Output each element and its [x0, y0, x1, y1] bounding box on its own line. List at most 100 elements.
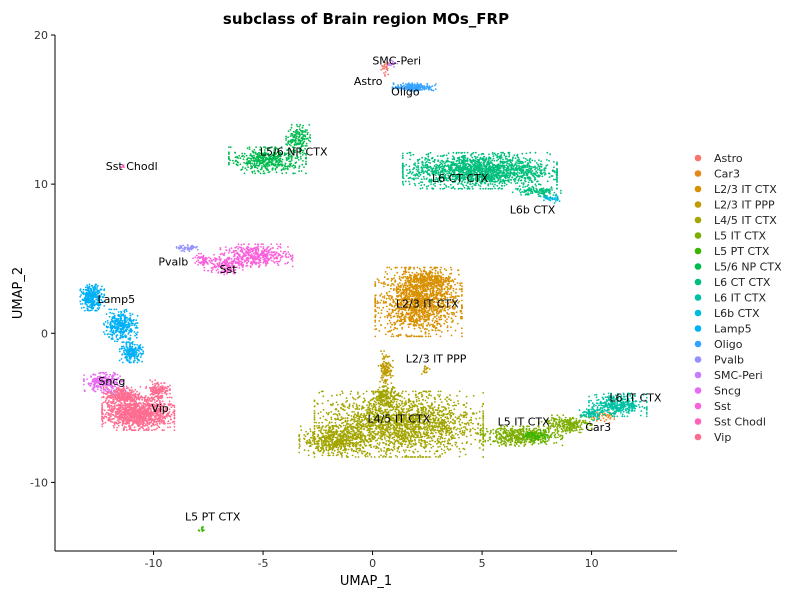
point	[358, 408, 361, 410]
point	[418, 277, 421, 280]
point	[412, 443, 415, 445]
point	[340, 435, 343, 438]
point	[383, 285, 385, 288]
point	[418, 403, 420, 405]
point	[374, 294, 377, 297]
point	[313, 410, 316, 412]
point	[459, 450, 462, 453]
point	[340, 416, 343, 418]
point	[423, 290, 425, 292]
point	[420, 436, 422, 438]
point	[311, 440, 314, 442]
point	[384, 378, 387, 381]
point	[384, 369, 387, 371]
point	[381, 370, 384, 373]
point	[381, 357, 384, 360]
point	[440, 318, 443, 321]
point	[398, 277, 401, 280]
point	[439, 268, 442, 271]
point	[459, 282, 461, 285]
point	[343, 432, 346, 435]
point	[398, 285, 400, 288]
point	[456, 322, 459, 325]
point	[373, 456, 376, 458]
point	[374, 305, 377, 308]
point	[374, 405, 376, 408]
point	[418, 319, 420, 322]
point	[427, 311, 429, 314]
point	[450, 268, 453, 271]
point	[352, 397, 355, 400]
point	[426, 325, 428, 327]
point	[366, 451, 369, 454]
point	[444, 315, 447, 317]
point	[477, 427, 479, 429]
point	[470, 421, 472, 424]
point	[386, 404, 389, 406]
point	[318, 391, 321, 394]
point	[300, 429, 303, 431]
point	[428, 394, 430, 397]
point	[431, 412, 434, 415]
point	[442, 409, 445, 411]
point	[349, 441, 352, 444]
point	[373, 435, 376, 438]
point	[458, 415, 460, 418]
point	[402, 430, 405, 433]
point	[313, 456, 316, 458]
point	[348, 407, 350, 410]
point	[461, 295, 463, 297]
point	[388, 434, 391, 437]
point	[435, 416, 438, 419]
point	[329, 436, 332, 439]
point	[390, 382, 393, 384]
point	[367, 441, 370, 444]
point	[555, 441, 558, 444]
point	[425, 335, 427, 338]
point	[377, 365, 380, 367]
point	[437, 456, 440, 458]
point	[329, 440, 332, 443]
point	[431, 294, 434, 297]
point	[378, 386, 381, 389]
point	[321, 454, 324, 457]
point	[395, 439, 398, 442]
point	[329, 446, 332, 449]
point	[404, 279, 407, 282]
point	[373, 403, 376, 406]
point	[374, 284, 377, 286]
point	[377, 437, 380, 440]
point	[477, 423, 479, 426]
point	[430, 437, 433, 440]
point	[419, 320, 421, 323]
point	[398, 294, 401, 296]
point	[449, 420, 452, 423]
point	[378, 397, 381, 400]
point	[433, 396, 436, 399]
point	[461, 312, 463, 315]
point	[470, 419, 472, 422]
point	[436, 409, 439, 412]
point	[431, 271, 434, 274]
point	[437, 404, 440, 407]
point	[400, 445, 403, 448]
point	[425, 293, 427, 295]
point	[369, 453, 371, 456]
point	[416, 279, 419, 282]
point	[343, 434, 345, 437]
point	[423, 312, 426, 315]
point	[437, 316, 440, 318]
point	[396, 450, 399, 452]
point	[370, 405, 373, 407]
point	[334, 408, 337, 411]
point	[444, 277, 447, 280]
point	[369, 399, 372, 402]
point	[363, 415, 365, 417]
point	[440, 324, 442, 327]
point	[404, 286, 407, 289]
point	[415, 399, 418, 401]
point	[436, 439, 439, 442]
point	[346, 419, 349, 422]
point	[356, 447, 359, 450]
point	[356, 429, 359, 432]
